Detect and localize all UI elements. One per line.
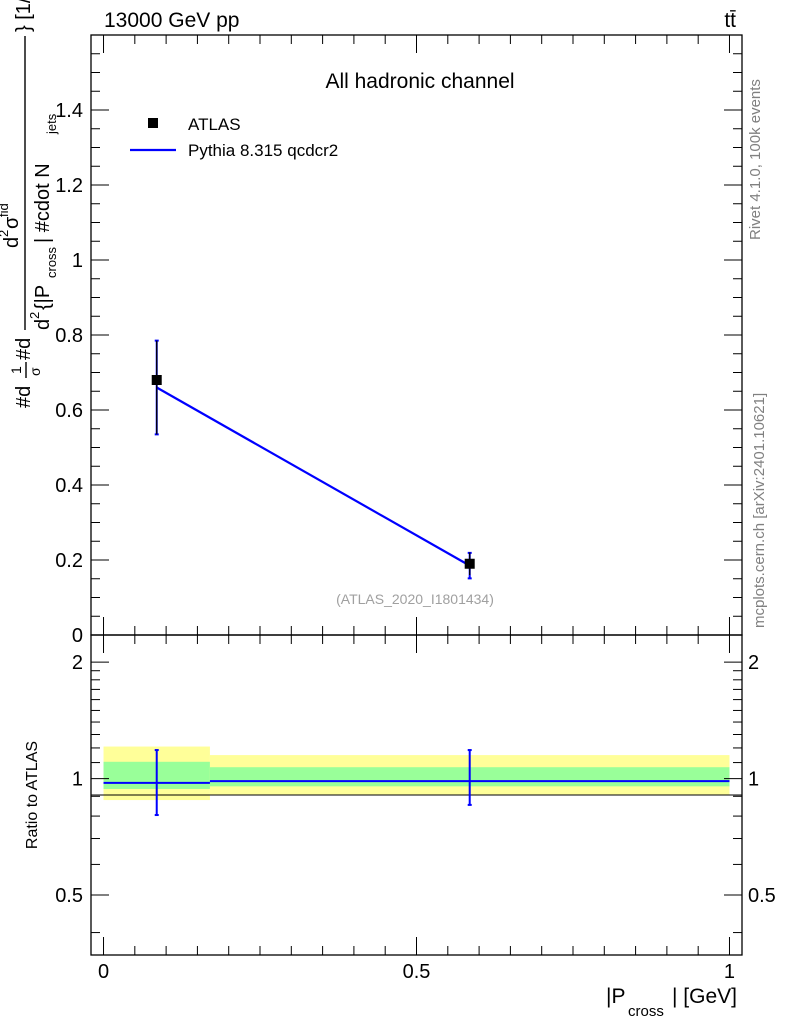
ratio-y-ticks xyxy=(91,661,742,934)
ylabel-frac2-den-sub2: jets xyxy=(44,113,59,135)
ratio-ytick-label-right: 2 xyxy=(748,652,759,674)
xlabel-main: |P xyxy=(606,985,625,1008)
ylabel-frac1-den: σ xyxy=(27,367,43,376)
rivet-label: Rivet 4.1.0, 100k events xyxy=(747,79,764,240)
main-y-axis-label: #d 1 σ #d d 2 σ fid d 2 {|P cross | #cdo… xyxy=(0,0,59,408)
legend: ATLAS Pythia 8.315 qcdcr2 xyxy=(130,115,338,160)
ylabel-frac1-num: 1 xyxy=(8,366,24,374)
ratio-ytick-label: 2 xyxy=(72,652,83,674)
ratio-ytick-label-right: 1 xyxy=(748,769,759,791)
atlas-point xyxy=(464,558,475,569)
main-ytick-label: 0.6 xyxy=(55,400,83,422)
xtick-label: 0.5 xyxy=(403,961,431,983)
xtick-label: 0 xyxy=(98,961,109,983)
main-ytick-label: 0.4 xyxy=(55,475,83,497)
pythia-line xyxy=(156,386,471,567)
main-ytick-label: 0.8 xyxy=(55,325,83,347)
mcplots-label: mcplots.cern.ch [arXiv:2401.10621] xyxy=(751,393,768,628)
ylabel-frac2-num-b: σ xyxy=(1,216,23,229)
ratio-y-axis-label: Ratio to ATLAS xyxy=(24,741,41,849)
ratio-bands xyxy=(103,746,730,801)
legend-marker-atlas xyxy=(148,118,158,128)
ratio-ytick-label-right: 0.5 xyxy=(748,885,776,907)
xlabel-suffix: | [GeV] xyxy=(672,985,737,1008)
xtick-label: 1 xyxy=(724,961,735,983)
main-y-ticks xyxy=(91,34,742,636)
ratio-y-tick-labels: 0.5 1 2 xyxy=(55,652,83,907)
ratio-x-ticks xyxy=(103,635,730,955)
ratio-y-tick-labels-right: 0.5 1 2 xyxy=(748,652,776,907)
main-ytick-label: 1 xyxy=(72,250,83,272)
ratio-frame xyxy=(90,634,743,956)
main-x-ticks xyxy=(103,35,730,635)
ratio-marks xyxy=(103,749,730,817)
main-ytick-label: 1.2 xyxy=(55,175,83,197)
main-ytick-label: 0 xyxy=(72,625,83,647)
main-y-tick-labels: 0 0.2 0.4 0.6 0.8 1 1.2 1.4 xyxy=(55,100,83,647)
legend-label-pythia: Pythia 8.315 qcdcr2 xyxy=(188,141,338,160)
x-axis-label: |P cross | [GeV] xyxy=(606,985,737,1020)
xlabel-sub: cross xyxy=(628,1003,664,1020)
ylabel-frac2-den-sup: 2 xyxy=(27,312,42,319)
ratio-ytick-label: 0.5 xyxy=(55,885,83,907)
ylabel-frac2-num-sup: 2 xyxy=(0,230,11,237)
main-marks xyxy=(151,339,475,580)
atlas-point xyxy=(151,375,162,385)
ylabel-frac2-num-a: d xyxy=(1,237,23,248)
ylabel-prefix: #d xyxy=(13,386,35,408)
main-ytick-label: 1.4 xyxy=(55,100,83,122)
header-left: 13000 GeV pp xyxy=(104,9,239,32)
ratio-panel: 0.512 0.512 0 0.5 1 xyxy=(55,634,776,983)
legend-label-atlas: ATLAS xyxy=(188,115,241,134)
ylabel-frac2-den-sub: cross xyxy=(44,246,59,278)
ylabel-frac2-den-a: d xyxy=(32,319,54,330)
analysis-watermark: (ATLAS_2020_I1801434) xyxy=(336,591,494,607)
chart-title: All hadronic channel xyxy=(325,70,514,93)
ratio-ytick-label: 1 xyxy=(72,769,83,791)
main-panel: 0 0.2 0.4 0.6 0.8 1 1.2 1.4 All hadronic channe… xyxy=(55,34,743,647)
ylabel-suffix: } [1/GeV] xyxy=(13,0,35,32)
header-right: tt̄ xyxy=(724,9,736,32)
ylabel-mid: #d xyxy=(13,338,35,360)
ylabel-frac2-num-sup2: fid xyxy=(0,203,11,217)
ylabel-frac2-den-b: {|P xyxy=(32,285,54,310)
main-ytick-label: 0.2 xyxy=(55,550,83,572)
ylabel-frac2-den-c: | #cdot N xyxy=(32,163,54,243)
ratio-x-tick-labels: 0 0.5 1 xyxy=(98,961,735,983)
